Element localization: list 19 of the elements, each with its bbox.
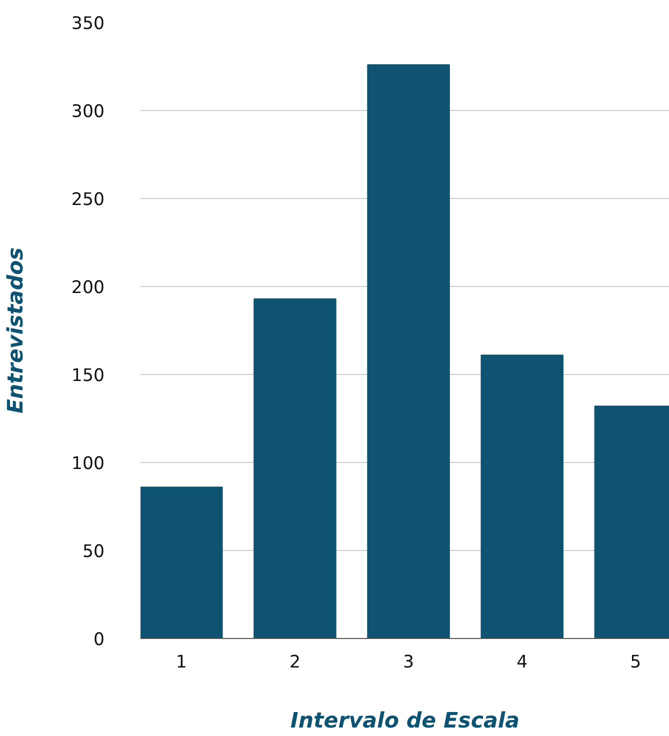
y-tick-label: 100 xyxy=(71,454,105,474)
y-tick-label: 300 xyxy=(71,102,105,122)
x-axis-title: Intervalo de Escala xyxy=(290,708,520,734)
y-tick-label: 200 xyxy=(71,278,105,298)
x-tick-label: 1 xyxy=(176,652,187,672)
x-tick-label: 2 xyxy=(289,652,300,672)
y-axis-title: Entrevistados xyxy=(3,247,28,414)
y-tick-label: 0 xyxy=(93,630,105,650)
x-tick-label: 5 xyxy=(630,652,642,672)
x-tick-label: 3 xyxy=(403,652,414,672)
y-tick-label: 50 xyxy=(82,542,105,562)
bar xyxy=(254,298,336,638)
x-tick-label: 4 xyxy=(516,652,528,672)
y-tick-label: 150 xyxy=(71,366,105,386)
bar xyxy=(367,64,450,638)
bar xyxy=(480,354,564,638)
bar xyxy=(140,486,223,638)
y-tick-label: 350 xyxy=(71,14,105,34)
y-tick-label: 250 xyxy=(71,190,105,210)
